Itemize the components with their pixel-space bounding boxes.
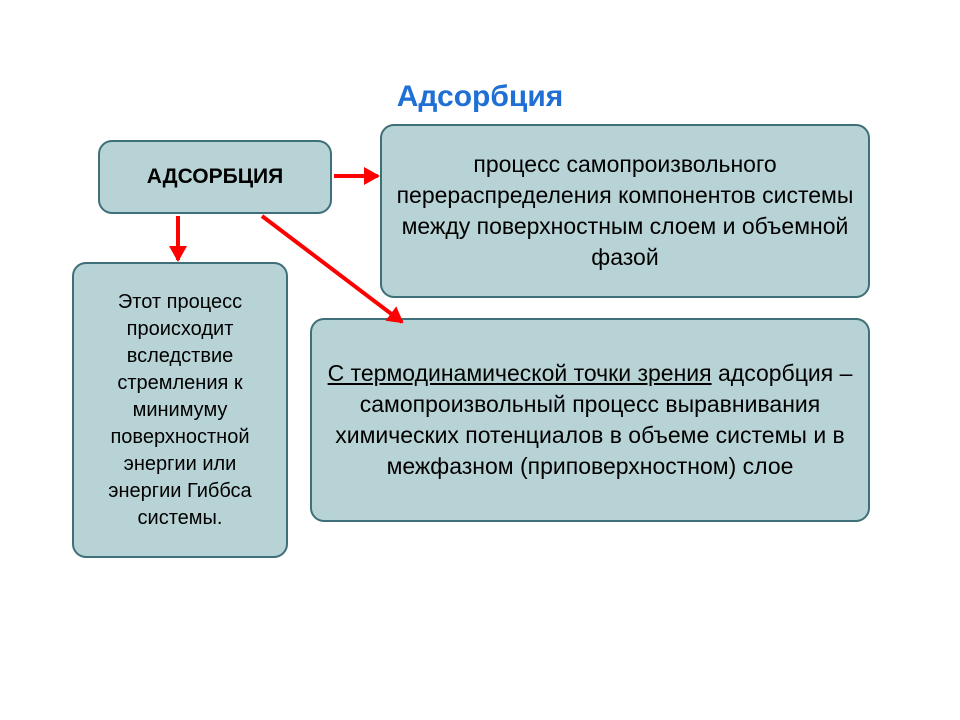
diagram-stage: Адсорбция АДСОРБЦИЯ процесс самопроизвол…: [0, 0, 960, 720]
node-thermo-underline: С термодинамической точки зрения: [328, 360, 712, 386]
node-definition: процесс самопроизвольного перераспределе…: [380, 124, 870, 298]
node-cause: Этот процесс происходит вследствие стрем…: [72, 262, 288, 558]
node-root: АДСОРБЦИЯ: [98, 140, 332, 214]
node-thermo: С термодинамической точки зрения адсорбц…: [310, 318, 870, 522]
diagram-title: Адсорбция: [0, 80, 960, 114]
